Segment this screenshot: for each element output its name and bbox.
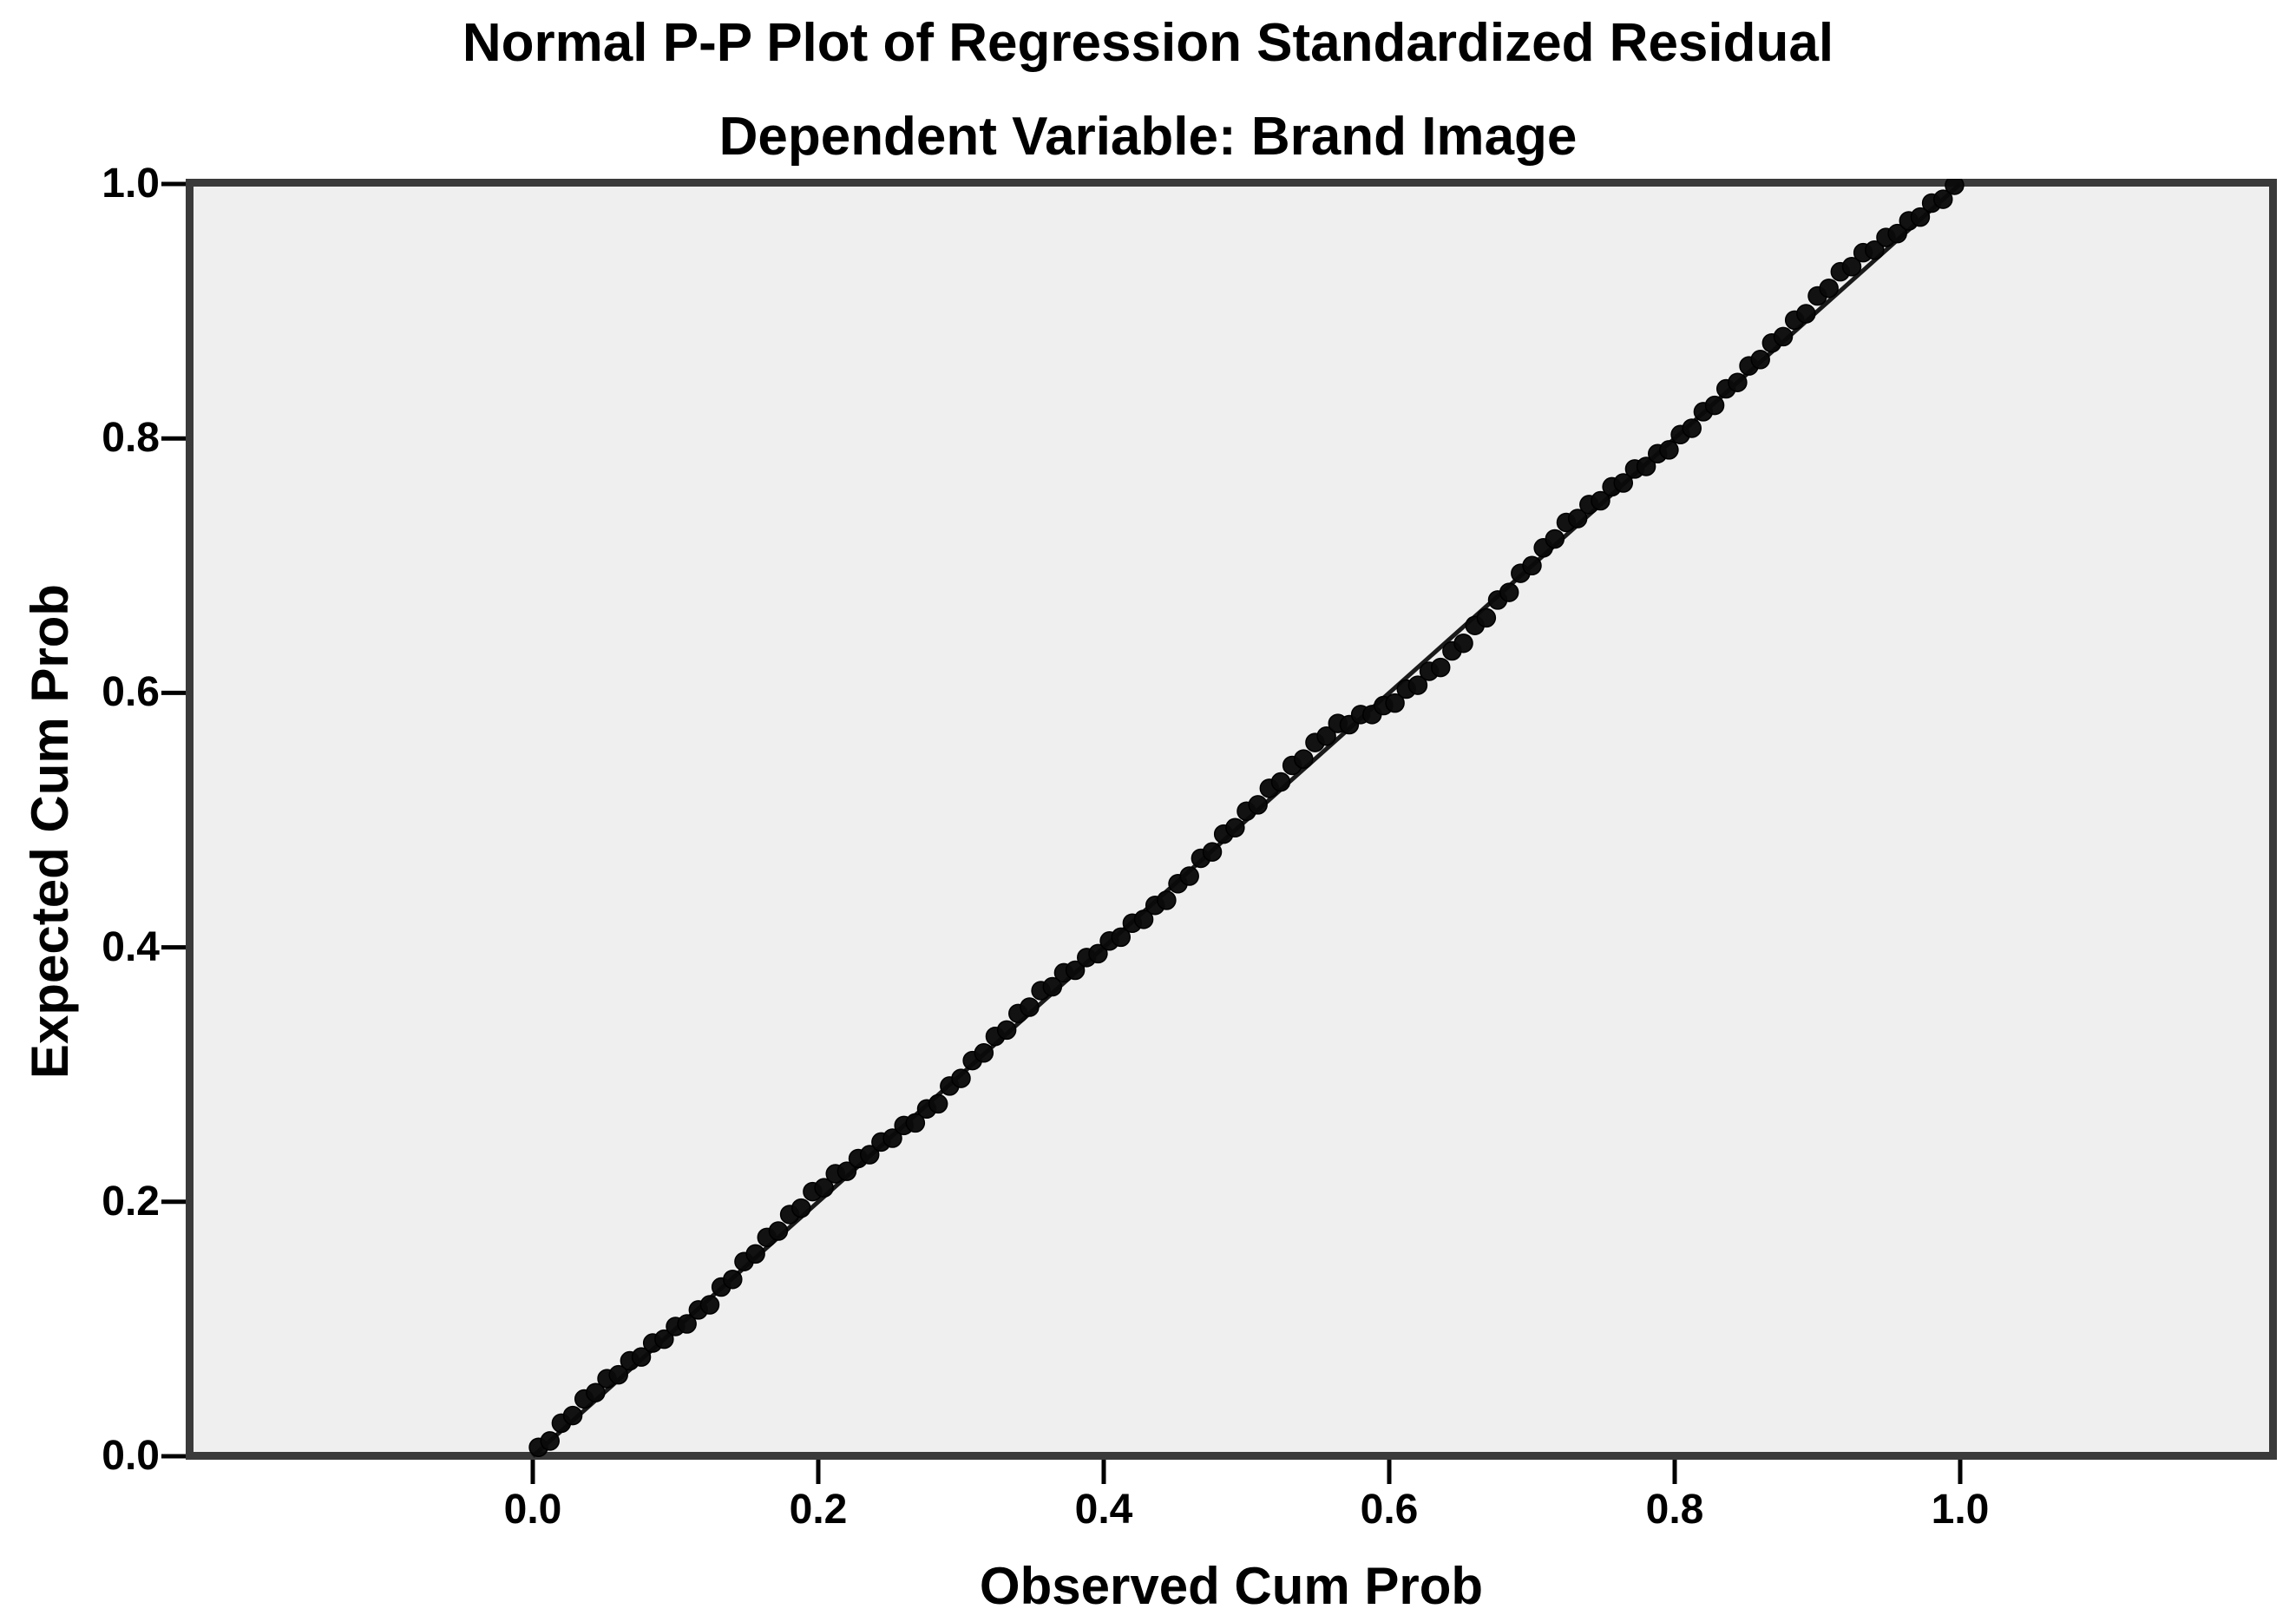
data-point [1294, 749, 1314, 769]
y-tick-label: 0.4 [102, 923, 160, 970]
data-point [699, 1295, 720, 1315]
data-point [996, 1020, 1017, 1041]
data-point [654, 1329, 674, 1349]
y-tick-label: 0.0 [102, 1433, 160, 1479]
y-tick-label: 0.8 [102, 415, 160, 462]
data-point [1499, 582, 1519, 602]
data-point [1773, 326, 1794, 347]
data-point [586, 1382, 606, 1402]
x-tick-label: 0.8 [1645, 1487, 1704, 1533]
data-point [540, 1431, 560, 1451]
data-point [1887, 223, 1907, 244]
data-point [1567, 509, 1588, 529]
data-point [1385, 693, 1405, 713]
data-point [791, 1198, 811, 1218]
data-point [768, 1221, 789, 1241]
data-point [1225, 818, 1245, 838]
data-point [562, 1405, 583, 1426]
y-tick-label: 0.6 [102, 669, 160, 716]
data-point [928, 1093, 948, 1114]
data-point [1065, 960, 1086, 981]
data-point [1157, 890, 1177, 910]
data-point [905, 1113, 926, 1133]
data-point [974, 1043, 994, 1063]
data-point [1933, 189, 1953, 209]
x-tick-label: 1.0 [1931, 1487, 1990, 1533]
data-point [951, 1068, 971, 1088]
data-point [1407, 675, 1428, 695]
data-point [1796, 304, 1816, 324]
data-point [723, 1269, 743, 1290]
data-point [1020, 997, 1040, 1017]
data-point [836, 1161, 857, 1181]
data-point [1202, 842, 1223, 862]
y-tick-label: 1.0 [102, 161, 160, 207]
data-point [1945, 179, 1965, 195]
data-point [1522, 555, 1542, 576]
data-point [608, 1364, 628, 1385]
data-point [1819, 278, 1839, 299]
data-point [1682, 418, 1702, 438]
data-point [1430, 657, 1451, 678]
chart-subtitle: Dependent Variable: Brand Image [718, 107, 1578, 167]
data-point [1111, 927, 1131, 948]
plot-area [186, 179, 2277, 1460]
data-point [1248, 795, 1268, 815]
x-tick-label: 0.0 [503, 1487, 562, 1533]
data-point [1133, 910, 1154, 929]
x-tick-label: 0.4 [1074, 1487, 1133, 1533]
data-point [1270, 772, 1291, 792]
data-point [1613, 473, 1634, 493]
data-point [1659, 440, 1679, 460]
data-point [1042, 976, 1063, 997]
data-point [1545, 529, 1565, 549]
data-point [814, 1178, 834, 1198]
data-point [677, 1314, 697, 1334]
data-point [1476, 607, 1497, 628]
data-point [1704, 395, 1725, 416]
y-axis-title: Expected Cum Prob [21, 583, 79, 1080]
data-point [1865, 240, 1885, 260]
x-tick-label: 0.6 [1360, 1487, 1419, 1533]
data-point [1841, 257, 1862, 277]
data-point [1636, 456, 1656, 476]
chart-title: Normal P-P Plot of Regression Standardiz… [462, 13, 1834, 73]
data-point [1750, 350, 1770, 370]
x-axis-title: Observed Cum Prob [979, 1557, 1484, 1615]
data-point [1728, 372, 1748, 392]
data-point [1316, 726, 1336, 746]
data-point [1910, 207, 1931, 227]
data-point [1179, 866, 1199, 886]
data-point [631, 1347, 652, 1367]
y-tick-label: 0.2 [102, 1178, 160, 1225]
data-point [1591, 490, 1610, 511]
data-point [1453, 633, 1473, 653]
x-tick-label: 0.2 [789, 1487, 848, 1533]
data-point [745, 1244, 765, 1264]
data-point [859, 1145, 880, 1165]
data-point [882, 1128, 902, 1148]
data-point [1088, 943, 1108, 964]
